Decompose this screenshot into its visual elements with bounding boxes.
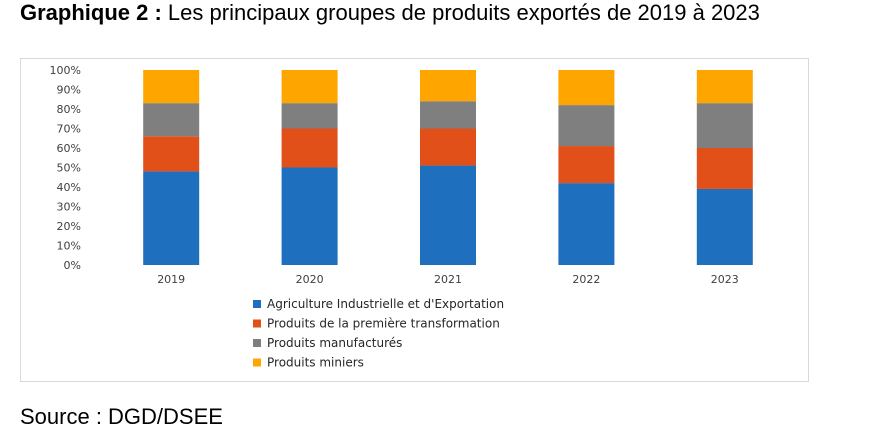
bar-segment (420, 165, 476, 265)
bar-segment (281, 70, 338, 104)
bar-segment (558, 105, 615, 147)
y-tick-label: 50% (57, 162, 81, 175)
y-tick-label: 20% (57, 220, 81, 233)
y-tick-label: 80% (57, 103, 81, 116)
legend-swatch (253, 339, 261, 347)
y-tick-label: 10% (57, 240, 81, 253)
y-tick-label: 70% (57, 123, 81, 136)
y-tick-label: 90% (57, 84, 81, 97)
bar-segment (696, 70, 753, 104)
y-tick-label: 0% (64, 259, 81, 272)
legend-label: Agriculture Industrielle et d'Exportatio… (267, 297, 504, 311)
legend-label: Produits manufacturés (267, 336, 402, 350)
bar-segment (143, 103, 200, 137)
source-note: Source : DGD/DSEE (20, 404, 223, 429)
legend-label: Produits miniers (267, 356, 364, 370)
bar-segment (281, 103, 338, 129)
legend-swatch (253, 319, 261, 328)
bar-segment (558, 146, 615, 184)
stacked-bar-chart: 0% 10% 20% 30% 40% 50% 60% 70% 80% 90% 100% 2019 202… (50, 64, 753, 370)
legend-label: Produits de la première transformation (267, 317, 500, 331)
x-tick-label: 2019 (157, 273, 185, 286)
chart-title-text: Les principaux groupes de produits expor… (167, 0, 760, 25)
chart-title-prefix: Graphique 2 : (20, 0, 162, 25)
legend-swatch (253, 300, 261, 308)
x-tick-label: 2023 (711, 273, 739, 286)
y-tick-label: 40% (57, 181, 81, 194)
bar-segment (281, 167, 338, 265)
bar-segment (281, 128, 338, 168)
bar-segment (696, 103, 753, 148)
bar-segment (420, 101, 476, 129)
bar-segment (143, 171, 200, 265)
x-tick-label: 2022 (572, 273, 600, 286)
y-tick-label: 30% (57, 201, 81, 214)
x-tick-label: 2020 (296, 273, 324, 286)
bar-segment (696, 148, 753, 189)
bar-segment (558, 183, 615, 265)
y-tick-label: 100% (50, 64, 81, 77)
chart-title: Graphique 2 : Les principaux groupes de … (20, 0, 870, 25)
legend-swatch (253, 358, 261, 367)
bar-segment (420, 128, 476, 166)
x-tick-label: 2021 (434, 273, 462, 286)
y-tick-label: 60% (57, 142, 81, 155)
bar-segment (420, 70, 476, 102)
bar-segment (143, 70, 200, 104)
bar-segment (696, 188, 753, 265)
chart-frame: 0% 10% 20% 30% 40% 50% 60% 70% 80% 90% 100% 2019 202… (20, 58, 809, 382)
bar-segment (143, 136, 200, 172)
bar-segment (558, 70, 615, 106)
